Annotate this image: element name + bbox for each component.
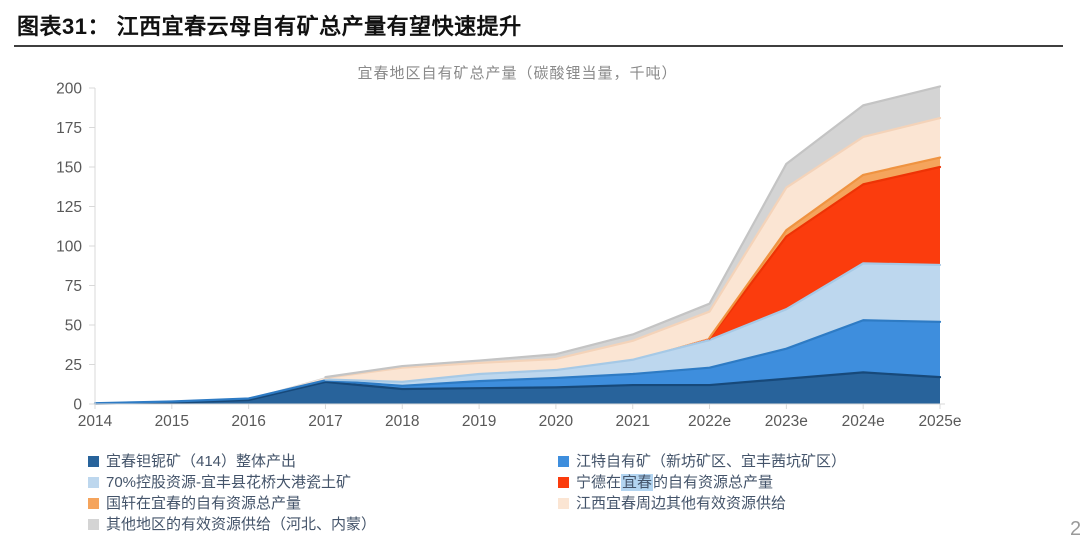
legend-item-jiangte: 江特自有矿（新坊矿区、宜丰茜坑矿区）	[558, 451, 1038, 472]
x-tick-label: 2025e	[918, 413, 961, 430]
legend-item-ningde: 宁德在宜春的自有资源总产量	[558, 472, 1038, 493]
x-tick-label: 2016	[231, 413, 265, 430]
line-宁德在宜春的自有资源总产量	[708, 165, 942, 340]
legend-label: 70%控股资源-宜丰县花桥大港瓷土矿	[106, 474, 352, 491]
y-tick-label: 200	[56, 80, 82, 97]
legend-swatch-gray	[88, 519, 99, 530]
figure-title: 江西宜春云母自有矿总产量有望快速提升	[116, 14, 522, 39]
legend-label: 宜春钽铌矿（414）整体产出	[106, 453, 297, 470]
legend-item-tantalum-niobium: 宜春钽铌矿（414）整体产出	[88, 451, 538, 472]
legend-swatch-orange-red	[558, 477, 569, 488]
chart-title: 宜春地区自有矿总产量（碳酸锂当量，千吨）	[357, 65, 678, 82]
x-axis-labels: 2014 2015 2016 2017 2018 2019 2020 2021 2022e 202…	[78, 404, 962, 430]
legend-label: 宁德在宜春的自有资源总产量	[576, 474, 774, 491]
y-tick-label: 125	[56, 199, 82, 216]
legend-column-left: 宜春钽铌矿（414）整体产出 70%控股资源-宜丰县花桥大港瓷土矿 国轩在宜春的…	[88, 451, 538, 535]
area-国轩在宜春的自有资源总产量	[95, 157, 940, 404]
legend-label: 江西宜春周边其他有效资源供给	[576, 495, 787, 512]
x-tick-label: 2015	[155, 413, 189, 430]
y-axis-labels: 0 25 50 75 100 125 150 175 200	[56, 80, 95, 413]
legend-label: 国轩在宜春的自有资源总产量	[106, 495, 302, 512]
area-江西宜春周边其他有效资源供给	[95, 118, 940, 404]
x-tick-label: 2019	[462, 413, 496, 430]
figure-label: 图表31：	[17, 14, 110, 39]
area-其他地区的有效资源供给（河北、内蒙）	[95, 86, 940, 404]
x-tick-label: 2023e	[765, 413, 808, 430]
y-tick-label: 50	[65, 317, 83, 334]
legend-swatch-dark-blue	[88, 456, 99, 467]
y-tick-label: 175	[56, 120, 82, 137]
legend-item-guoxuan: 国轩在宜春的自有资源总产量	[88, 493, 538, 514]
line-宜春钽铌矿（414）整体产出	[93, 371, 942, 405]
title-rule	[14, 45, 1063, 47]
x-tick-label: 2014	[78, 413, 113, 430]
line-国轩在宜春的自有资源总产量	[708, 156, 942, 339]
y-tick-label: 0	[73, 396, 82, 413]
y-tick-label: 150	[56, 159, 82, 176]
y-tick-label: 25	[65, 357, 82, 374]
y-tick-label: 75	[65, 278, 82, 295]
legend-label: 江特自有矿（新坊矿区、宜丰茜坑矿区）	[576, 453, 847, 470]
page-number: 2	[1070, 518, 1080, 540]
y-tick-label: 100	[56, 238, 82, 255]
x-tick-label: 2022e	[688, 413, 731, 430]
line-江西宜春周边其他有效资源供给	[324, 116, 942, 380]
legend-highlight-yichun: 宜春	[621, 474, 654, 491]
legend-swatch-blue	[558, 456, 569, 467]
figure-header: 图表31： 江西宜春云母自有矿总产量有望快速提升	[17, 9, 1057, 41]
x-tick-label: 2017	[308, 413, 342, 430]
line-江特自有矿（新坊矿区、宜丰茜坑矿区）	[93, 319, 942, 405]
legend-column-right: 江特自有矿（新坊矿区、宜丰茜坑矿区） 宁德在宜春的自有资源总产量 江西宜春周边其…	[558, 451, 1038, 514]
x-tick-label: 2018	[385, 413, 419, 430]
legend-swatch-peach	[558, 498, 569, 509]
series-lines	[93, 85, 942, 405]
legend-swatch-light-orange	[88, 498, 99, 509]
legend-item-yichun-surroundings: 江西宜春周边其他有效资源供给	[558, 493, 1038, 514]
line-70%控股资源-宜丰县花桥大港瓷土矿	[324, 262, 942, 383]
x-tick-label: 2021	[615, 413, 649, 430]
legend-label: 其他地区的有效资源供给（河北、内蒙）	[106, 516, 377, 533]
x-tick-label: 2020	[539, 413, 574, 430]
legend-item-70pct-holding: 70%控股资源-宜丰县花桥大港瓷土矿	[88, 472, 538, 493]
area-70%控股资源-宜丰县花桥大港瓷土矿	[95, 263, 940, 404]
legend-item-other-regions: 其他地区的有效资源供给（河北、内蒙）	[88, 514, 538, 535]
x-tick-label: 2024e	[842, 413, 885, 430]
line-其他地区的有效资源供给（河北、内蒙）	[324, 85, 942, 379]
legend-swatch-light-blue	[88, 477, 99, 488]
